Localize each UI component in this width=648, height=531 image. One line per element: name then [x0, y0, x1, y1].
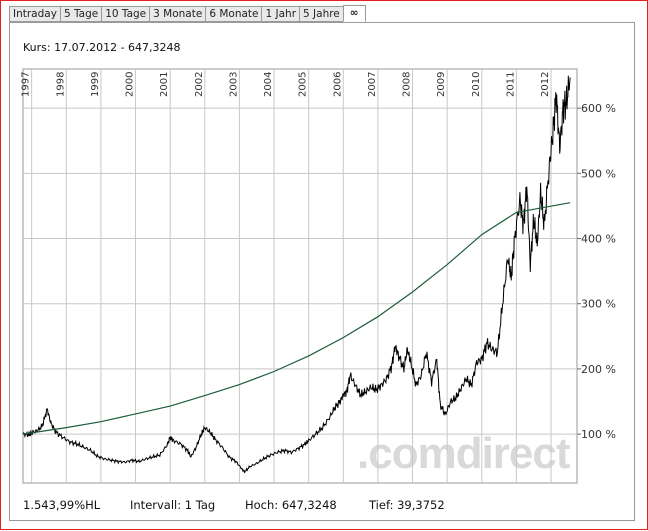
x-tick-label: 2006 — [332, 72, 343, 97]
tab-10-tage[interactable]: 10 Tage — [101, 6, 150, 22]
timeframe-tabs: Intraday 5 Tage 10 Tage 3 Monate 6 Monat… — [9, 5, 366, 22]
x-tick-label: 2003 — [228, 72, 239, 97]
price-header: Kurs: 17.07.2012 - 647,3248 — [23, 41, 181, 54]
x-tick-label: 2009 — [436, 72, 447, 97]
x-tick-label: 1999 — [90, 72, 101, 97]
x-tick-label: 1998 — [55, 72, 66, 97]
y-tick-label: 500 % — [581, 167, 616, 180]
tab-3-monate[interactable]: 3 Monate — [149, 6, 206, 22]
x-tick-label: 2005 — [298, 72, 309, 97]
tab-5-tage[interactable]: 5 Tage — [59, 6, 102, 22]
tab-5-jahre[interactable]: 5 Jahre — [299, 6, 343, 22]
x-tick-label: 2000 — [125, 72, 136, 97]
chart-footer: 1.543,99%HL Intervall: 1 Tag Hoch: 647,3… — [23, 498, 445, 512]
plot-area-border — [22, 68, 578, 484]
x-tick-label: 2002 — [194, 72, 205, 97]
x-tick-label: 2008 — [402, 72, 413, 97]
tab-intraday[interactable]: Intraday — [9, 6, 60, 22]
price-line — [22, 75, 571, 474]
x-tick-label: 2012 — [540, 72, 551, 97]
footer-hl: 1.543,99%HL — [23, 498, 101, 512]
x-tick-label: 2007 — [367, 72, 378, 97]
y-tick-label: 100 % — [581, 428, 616, 441]
x-tick-label: 2001 — [159, 72, 170, 97]
tab-6-monate[interactable]: 6 Monate — [205, 6, 262, 22]
footer-hoch: Hoch: 647,3248 — [245, 498, 337, 512]
y-tick-label: 300 % — [581, 298, 616, 311]
y-tick-label: 400 % — [581, 233, 616, 246]
tab-1-jahr[interactable]: 1 Jahr — [261, 6, 300, 22]
footer-tief: Tief: 39,3752 — [369, 498, 445, 512]
y-tick-label: 600 % — [581, 102, 616, 115]
x-tick-label: 2004 — [263, 72, 274, 97]
trend-line — [22, 202, 571, 435]
footer-intervall: Intervall: 1 Tag — [130, 498, 216, 512]
tab-max[interactable]: ∞ — [342, 5, 366, 22]
x-tick-label: 2010 — [471, 72, 482, 97]
x-tick-label: 2011 — [505, 72, 516, 97]
y-tick-label: 200 % — [581, 363, 616, 376]
comdirect-watermark: .comdirect — [357, 429, 571, 478]
x-tick-label: 1997 — [21, 72, 32, 97]
